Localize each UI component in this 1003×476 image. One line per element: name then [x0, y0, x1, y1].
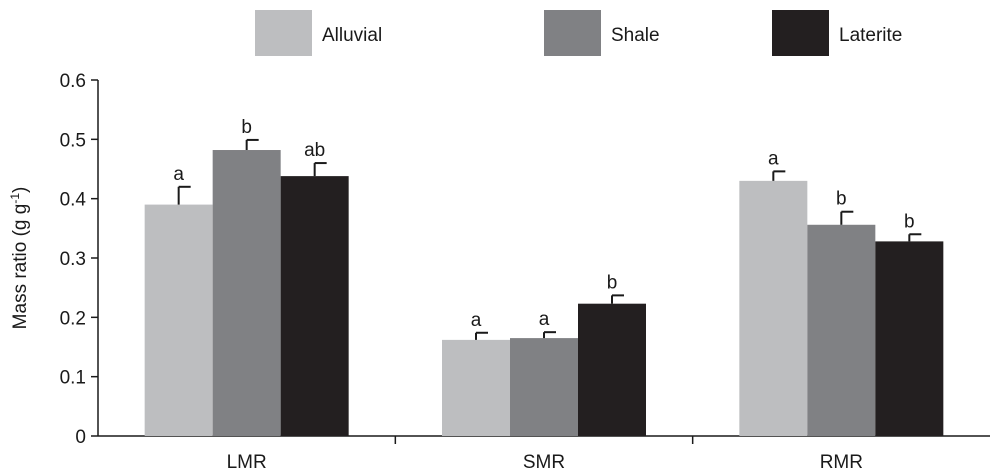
y-axis-title: Mass ratio (g g-1): [8, 187, 31, 330]
significance-label: b: [241, 117, 252, 138]
legend-label: Laterite: [839, 25, 902, 46]
significance-label: ab: [304, 140, 325, 161]
bar: [739, 180, 808, 436]
bar: [578, 303, 646, 436]
x-category-label: LMR: [227, 452, 267, 473]
x-category-label: SMR: [523, 452, 565, 473]
bar: [144, 204, 213, 436]
legend-label: Shale: [611, 25, 660, 46]
y-tick-label: 0: [75, 427, 86, 448]
y-tick-label: 0.4: [60, 190, 87, 211]
bar: [280, 176, 349, 436]
y-tick-label: 0.2: [60, 308, 86, 329]
x-axis: LMR SMR RMR: [98, 435, 990, 473]
legend-swatch: [772, 10, 829, 56]
bar: [807, 224, 876, 436]
y-axis: 0 0.1 0.2 0.3 0.4 0.5 0.6: [60, 71, 99, 448]
y-tick-label: 0.3: [60, 249, 86, 270]
y-tick-label: 0.1: [60, 368, 86, 389]
significance-label: a: [471, 310, 482, 331]
bar: [442, 339, 510, 436]
y-tick-label: 0.5: [60, 130, 86, 151]
significance-label: a: [173, 164, 184, 185]
significance-label: a: [539, 309, 550, 330]
y-axis-title-superscript: -1: [8, 193, 22, 204]
significance-label: b: [607, 272, 618, 293]
y-axis-title-main: Mass ratio (g g: [10, 204, 31, 330]
y-tick-label: 0.6: [60, 71, 86, 92]
legend: Alluvial Shale Laterite: [255, 10, 902, 56]
legend-swatch: [544, 10, 601, 56]
legend-label: Alluvial: [322, 25, 382, 46]
significance-label: a: [768, 148, 779, 169]
y-axis-title-close: ): [10, 187, 31, 193]
significance-label: b: [836, 189, 847, 210]
legend-swatch: [255, 10, 312, 56]
bar: [212, 150, 281, 436]
bar: [510, 338, 578, 436]
bar: [875, 241, 944, 436]
x-category-label: RMR: [820, 452, 863, 473]
significance-label: b: [904, 211, 915, 232]
